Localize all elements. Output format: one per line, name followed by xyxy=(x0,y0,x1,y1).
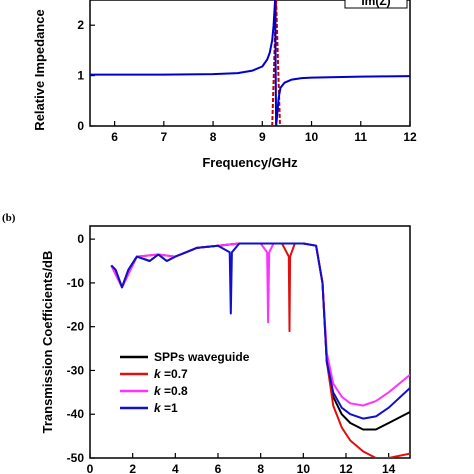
y-tick-label-transmission: -10 xyxy=(67,276,85,290)
x-tick-label-impedance: 7 xyxy=(161,130,168,144)
x-axis-title-impedance: Frequency/GHz xyxy=(202,155,298,170)
x-tick-label-impedance: 8 xyxy=(210,130,217,144)
legend-label: k =1 xyxy=(154,401,178,415)
x-tick-label-transmission: 10 xyxy=(297,462,311,474)
x-tick-label-transmission: 8 xyxy=(257,462,264,474)
y-tick-label-transmission: -40 xyxy=(67,407,85,421)
y-tick-label-impedance: 0 xyxy=(77,119,84,133)
legend-label: k =0.8 xyxy=(154,384,188,398)
series-line-transmission-3 xyxy=(110,242,410,420)
x-tick-label-transmission: 12 xyxy=(339,462,353,474)
series-line-impedance-0 xyxy=(271,0,281,126)
series-line-transmission-2 xyxy=(110,242,410,407)
y-tick-label-transmission: -30 xyxy=(67,363,85,377)
x-tick-label-impedance: 11 xyxy=(354,130,367,144)
plot-frame-impedance xyxy=(89,0,411,127)
y-axis-title-transmission: Transmission Coefficients/dB xyxy=(40,251,55,434)
plot-frame-transmission xyxy=(89,225,411,459)
transmission-chart: (b) 0 2 4 6 8 10 12 14 0 -10 -20 -30 -40 -50 SPPs wa… xyxy=(2,212,411,474)
x-tick-label-transmission: 0 xyxy=(87,462,94,474)
legend-label: k =0.7 xyxy=(154,367,188,381)
legend-box xyxy=(344,0,408,9)
legend-label: SPPs waveguide xyxy=(154,350,250,364)
x-tick-label-impedance: 6 xyxy=(111,130,118,144)
x-tick-label-impedance: 10 xyxy=(305,130,319,144)
series-line-impedance-1 xyxy=(90,0,410,126)
y-tick-label-impedance: 2 xyxy=(77,18,84,32)
panel-label-b: (b) xyxy=(2,212,16,224)
legend-impedance: Im(Z) xyxy=(344,0,408,9)
legend-transmission: SPPs waveguide k =0.7 k =0.8 k =1 xyxy=(120,350,250,415)
legend-label-imz: Im(Z) xyxy=(361,0,390,8)
x-tick-label-impedance: 9 xyxy=(259,130,266,144)
x-tick-label-transmission: 2 xyxy=(129,462,136,474)
y-tick-label-transmission: -50 xyxy=(67,451,85,465)
y-tick-label-transmission: 0 xyxy=(77,232,84,246)
x-tick-label-transmission: 6 xyxy=(215,462,222,474)
x-tick-label-impedance: 12 xyxy=(403,130,417,144)
y-axis-title-impedance: Relative Impedance xyxy=(32,9,47,130)
y-tick-label-transmission: -20 xyxy=(67,320,85,334)
impedance-chart: 6 7 8 9 10 11 12 012 Im(Z) Frequency/GHz Relat… xyxy=(32,0,417,170)
x-tick-label-transmission: 4 xyxy=(172,462,179,474)
x-tick-label-transmission: 14 xyxy=(382,462,396,474)
y-tick-label-impedance: 1 xyxy=(77,69,84,83)
